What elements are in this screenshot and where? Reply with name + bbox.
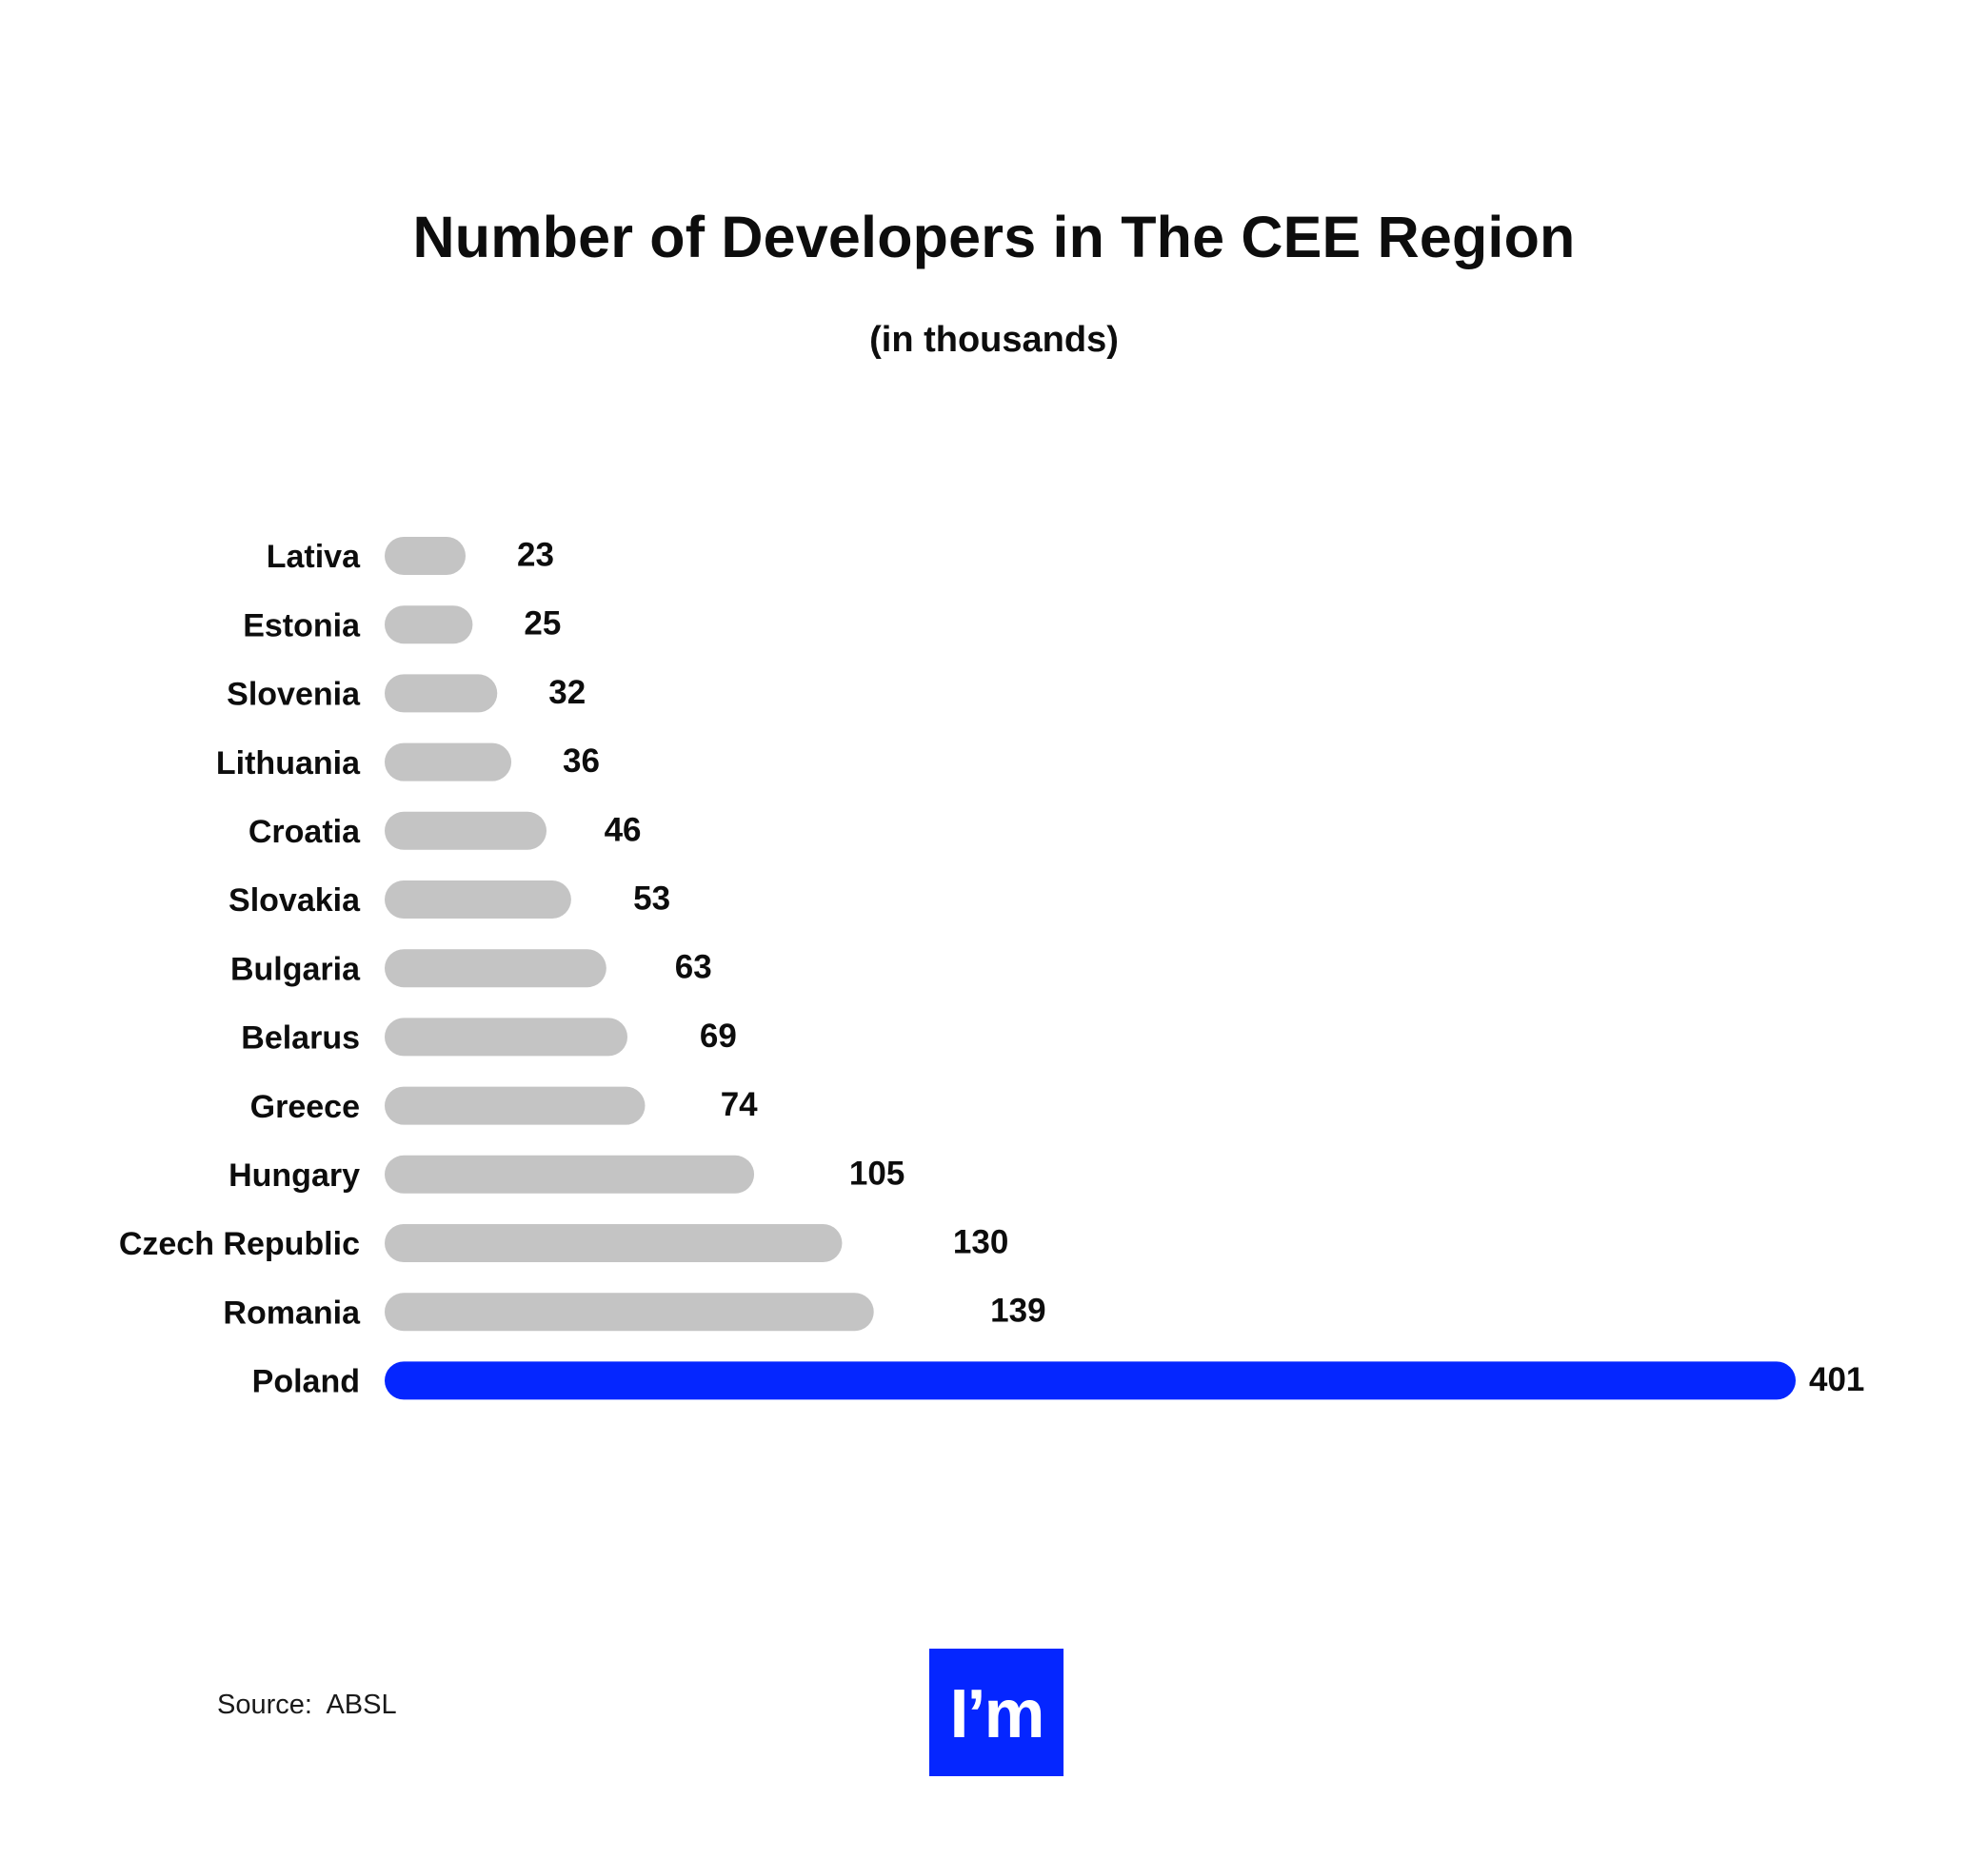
bar-lithuania — [385, 742, 512, 781]
category-label-bulgaria: Bulgaria — [230, 951, 361, 987]
value-label-greece: 74 — [721, 1086, 758, 1123]
chart-title: Number of Developers in The CEE Region — [412, 205, 1576, 269]
bar-greece — [385, 1086, 646, 1125]
value-label-hungary: 105 — [849, 1155, 905, 1192]
value-label-slovenia: 32 — [548, 674, 586, 711]
bar-romania — [385, 1293, 874, 1332]
bar-lativa — [385, 537, 467, 575]
value-label-romania: 139 — [990, 1293, 1045, 1330]
bar-poland — [385, 1361, 1796, 1400]
value-label-czech-republic: 130 — [953, 1224, 1008, 1261]
value-label-bulgaria: 63 — [675, 949, 712, 986]
category-label-czech-republic: Czech Republic — [119, 1226, 360, 1262]
category-label-estonia: Estonia — [243, 607, 361, 643]
bar-croatia — [385, 811, 547, 850]
value-label-slovakia: 53 — [633, 880, 670, 918]
bar-belarus — [385, 1018, 628, 1057]
bar-slovenia — [385, 674, 498, 713]
category-label-slovakia: Slovakia — [229, 882, 361, 919]
chart-subtitle: (in thousands) — [869, 320, 1119, 360]
value-label-lativa: 23 — [517, 537, 554, 574]
bar-bulgaria — [385, 949, 606, 988]
category-label-lativa: Lativa — [267, 539, 361, 575]
value-label-lithuania: 36 — [563, 742, 600, 780]
brand-logo: I’m — [929, 1649, 1064, 1776]
value-label-belarus: 69 — [700, 1018, 737, 1055]
category-label-romania: Romania — [223, 1295, 361, 1331]
bar-czech-republic — [385, 1224, 843, 1262]
bar-estonia — [385, 605, 473, 644]
category-label-belarus: Belarus — [241, 1020, 360, 1057]
category-label-lithuania: Lithuania — [216, 745, 361, 781]
bar-hungary — [385, 1155, 755, 1194]
value-label-croatia: 46 — [605, 811, 642, 848]
logo-text: I’m — [949, 1676, 1044, 1752]
category-label-croatia: Croatia — [248, 814, 361, 850]
category-label-poland: Poland — [252, 1364, 360, 1400]
source-note: Source: ABSL — [217, 1690, 397, 1720]
category-label-slovenia: Slovenia — [227, 677, 361, 713]
value-label-estonia: 25 — [524, 605, 561, 643]
bar-slovakia — [385, 880, 571, 919]
category-label-greece: Greece — [250, 1089, 360, 1125]
value-label-poland: 401 — [1809, 1361, 1864, 1398]
category-label-hungary: Hungary — [229, 1157, 360, 1194]
